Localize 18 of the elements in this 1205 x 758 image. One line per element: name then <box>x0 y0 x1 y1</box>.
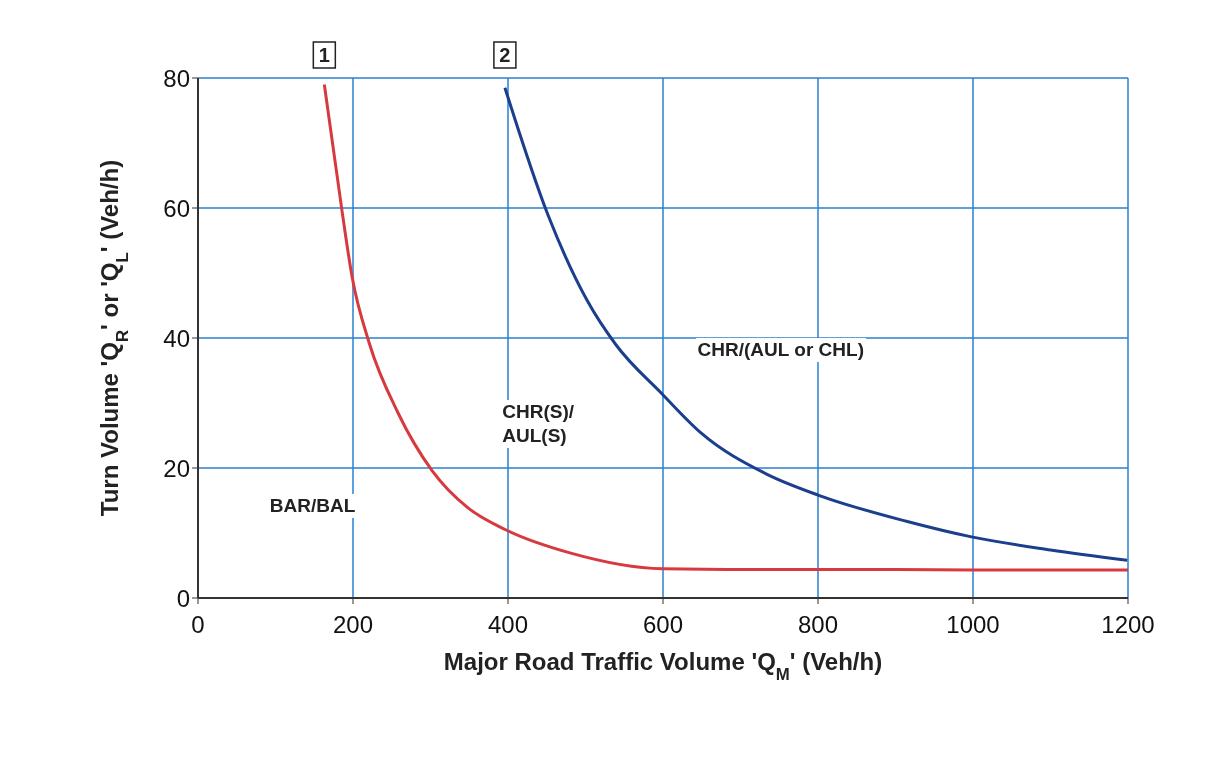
x-axis-title: Major Road Traffic Volume 'Q$_{M}$' (Veh/h) <box>443 648 883 684</box>
annotation: BAR/BAL <box>267 494 358 518</box>
line-series <box>503 86 1128 562</box>
x-tick-label: 600 <box>642 611 684 639</box>
y-tick-label: 20 <box>163 454 190 482</box>
x-tick-label: 1200 <box>1101 611 1155 639</box>
y-tick-label: 80 <box>163 64 190 92</box>
y-tick-label: 0 <box>176 584 190 612</box>
annotation: CHR(S)/ AUL(S) <box>500 400 577 449</box>
x-tick-label: 800 <box>797 611 839 639</box>
annotation: CHR/(AUL or CHL) <box>695 338 866 362</box>
series-label: 1 <box>318 44 330 66</box>
y-tick-label: 60 <box>163 194 190 222</box>
y-tick-label: 40 <box>163 324 190 352</box>
series-label: 2 <box>499 44 511 66</box>
x-tick-label: 1000 <box>946 611 1000 639</box>
x-tick-label: 200 <box>332 611 374 639</box>
x-tick-label: 400 <box>487 611 529 639</box>
